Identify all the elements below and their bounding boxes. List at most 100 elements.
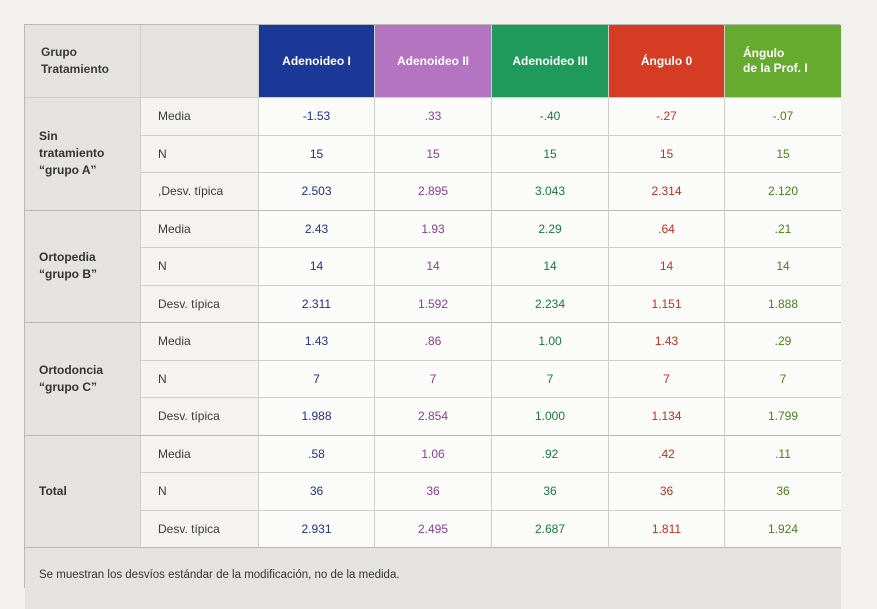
value-cell-adenoideo-ii: 7 bbox=[375, 360, 492, 398]
value-cell-adenoideo-iii: 36 bbox=[492, 473, 609, 511]
value-cell-angulo-prof-i: 36 bbox=[725, 473, 841, 511]
header-col-label: Ángulo 0 bbox=[640, 54, 693, 68]
value-cell-adenoideo-iii: 7 bbox=[492, 360, 609, 398]
value-cell-adenoideo-ii: 2.495 bbox=[375, 510, 492, 548]
group-label-line: “grupo B” bbox=[39, 267, 97, 282]
group-label-line: tratamiento bbox=[39, 146, 105, 161]
value-cell-adenoideo-ii: 15 bbox=[375, 135, 492, 173]
header-col-angulo-prof-i: Ángulo de la Prof. I bbox=[725, 25, 841, 98]
value-cell-adenoideo-i: 2.311 bbox=[259, 285, 375, 323]
value-cell-adenoideo-i: 14 bbox=[259, 248, 375, 286]
value-cell-adenoideo-iii: 1.000 bbox=[492, 398, 609, 436]
value-cell-angulo-0: -.27 bbox=[609, 98, 725, 136]
group-label-line: Sin bbox=[39, 129, 58, 144]
header-col-label-line2: de la Prof. I bbox=[743, 61, 808, 75]
value-cell-angulo-0: 1.134 bbox=[609, 398, 725, 436]
value-cell-angulo-prof-i: .11 bbox=[725, 435, 841, 473]
value-cell-adenoideo-ii: 1.06 bbox=[375, 435, 492, 473]
value-cell-angulo-prof-i: 1.924 bbox=[725, 510, 841, 548]
stat-label: N bbox=[141, 135, 259, 173]
value-cell-angulo-prof-i: -.07 bbox=[725, 98, 841, 136]
value-cell-angulo-0: 15 bbox=[609, 135, 725, 173]
value-cell-angulo-0: 1.151 bbox=[609, 285, 725, 323]
group-label-line: “grupo A” bbox=[39, 163, 97, 178]
value-cell-adenoideo-ii: 14 bbox=[375, 248, 492, 286]
group-label: Sin tratamiento “grupo A” bbox=[25, 98, 141, 211]
group-label-line: “grupo C” bbox=[39, 379, 97, 394]
value-cell-adenoideo-i: 7 bbox=[259, 360, 375, 398]
value-cell-adenoideo-i: 36 bbox=[259, 473, 375, 511]
stat-label: N bbox=[141, 248, 259, 286]
value-cell-adenoideo-ii: .86 bbox=[375, 323, 492, 361]
table-grid: Grupo Tratamiento Adenoideo I Adenoideo … bbox=[25, 25, 841, 609]
stat-label: Media bbox=[141, 210, 259, 248]
value-cell-adenoideo-iii: 3.043 bbox=[492, 173, 609, 211]
value-cell-adenoideo-iii: 2.687 bbox=[492, 510, 609, 548]
stat-label: N bbox=[141, 473, 259, 511]
header-group-label-line2: Tratamiento bbox=[41, 62, 110, 76]
value-cell-adenoideo-i: 2.503 bbox=[259, 173, 375, 211]
table-footnote: Se muestran los desvíos estándar de la m… bbox=[25, 548, 841, 609]
value-cell-angulo-prof-i: 1.888 bbox=[725, 285, 841, 323]
header-col-label-line1: Ángulo bbox=[743, 46, 785, 60]
value-cell-adenoideo-ii: .33 bbox=[375, 98, 492, 136]
stat-label: Media bbox=[141, 323, 259, 361]
stat-label: Media bbox=[141, 435, 259, 473]
value-cell-adenoideo-iii: 14 bbox=[492, 248, 609, 286]
value-cell-angulo-0: 1.811 bbox=[609, 510, 725, 548]
header-col-adenoideo-ii: Adenoideo II bbox=[375, 25, 492, 98]
value-cell-angulo-0: 36 bbox=[609, 473, 725, 511]
group-label-line: Ortodoncia bbox=[39, 362, 104, 377]
header-col-label: Adenoideo II bbox=[397, 54, 469, 68]
value-cell-adenoideo-ii: 2.854 bbox=[375, 398, 492, 436]
value-cell-adenoideo-i: 1.43 bbox=[259, 323, 375, 361]
value-cell-angulo-prof-i: 2.120 bbox=[725, 173, 841, 211]
value-cell-adenoideo-iii: 2.29 bbox=[492, 210, 609, 248]
header-group-treatment: Grupo Tratamiento bbox=[25, 25, 141, 98]
value-cell-angulo-0: 14 bbox=[609, 248, 725, 286]
value-cell-adenoideo-iii: 1.00 bbox=[492, 323, 609, 361]
value-cell-adenoideo-ii: 1.592 bbox=[375, 285, 492, 323]
header-col-angulo-0: Ángulo 0 bbox=[609, 25, 725, 98]
value-cell-adenoideo-iii: -.40 bbox=[492, 98, 609, 136]
value-cell-adenoideo-iii: .92 bbox=[492, 435, 609, 473]
header-col-label: Adenoideo III bbox=[512, 54, 588, 68]
header-col-label: Adenoideo I bbox=[282, 54, 351, 68]
group-label-line: Total bbox=[39, 483, 67, 498]
value-cell-angulo-prof-i: 15 bbox=[725, 135, 841, 173]
value-cell-adenoideo-i: 1.988 bbox=[259, 398, 375, 436]
group-label: Ortodoncia “grupo C” bbox=[25, 323, 141, 436]
value-cell-adenoideo-i: 2.43 bbox=[259, 210, 375, 248]
value-cell-angulo-prof-i: .29 bbox=[725, 323, 841, 361]
value-cell-adenoideo-ii: 36 bbox=[375, 473, 492, 511]
value-cell-angulo-0: .64 bbox=[609, 210, 725, 248]
group-label-line: Ortopedia bbox=[39, 250, 96, 265]
value-cell-angulo-prof-i: 14 bbox=[725, 248, 841, 286]
value-cell-adenoideo-ii: 1.93 bbox=[375, 210, 492, 248]
value-cell-adenoideo-iii: 15 bbox=[492, 135, 609, 173]
stat-label: Media bbox=[141, 98, 259, 136]
value-cell-angulo-0: 7 bbox=[609, 360, 725, 398]
header-col-adenoideo-i: Adenoideo I bbox=[259, 25, 375, 98]
stat-label: Desv. típica bbox=[141, 285, 259, 323]
value-cell-adenoideo-iii: 2.234 bbox=[492, 285, 609, 323]
value-cell-angulo-prof-i: 7 bbox=[725, 360, 841, 398]
group-label: Total bbox=[25, 435, 141, 548]
value-cell-adenoideo-i: 15 bbox=[259, 135, 375, 173]
header-stat-blank bbox=[141, 25, 259, 98]
stat-label: ,Desv. típica bbox=[141, 173, 259, 211]
value-cell-angulo-0: 2.314 bbox=[609, 173, 725, 211]
group-label: Ortopedia “grupo B” bbox=[25, 210, 141, 323]
value-cell-adenoideo-i: .58 bbox=[259, 435, 375, 473]
value-cell-angulo-0: .42 bbox=[609, 435, 725, 473]
value-cell-adenoideo-ii: 2.895 bbox=[375, 173, 492, 211]
value-cell-adenoideo-i: 2.931 bbox=[259, 510, 375, 548]
header-col-adenoideo-iii: Adenoideo III bbox=[492, 25, 609, 98]
value-cell-angulo-0: 1.43 bbox=[609, 323, 725, 361]
stat-label: Desv. típica bbox=[141, 510, 259, 548]
statistics-table: Grupo Tratamiento Adenoideo I Adenoideo … bbox=[24, 24, 841, 609]
stat-label: Desv. típica bbox=[141, 398, 259, 436]
stat-label: N bbox=[141, 360, 259, 398]
header-group-label-line1: Grupo bbox=[41, 45, 77, 59]
value-cell-angulo-prof-i: .21 bbox=[725, 210, 841, 248]
